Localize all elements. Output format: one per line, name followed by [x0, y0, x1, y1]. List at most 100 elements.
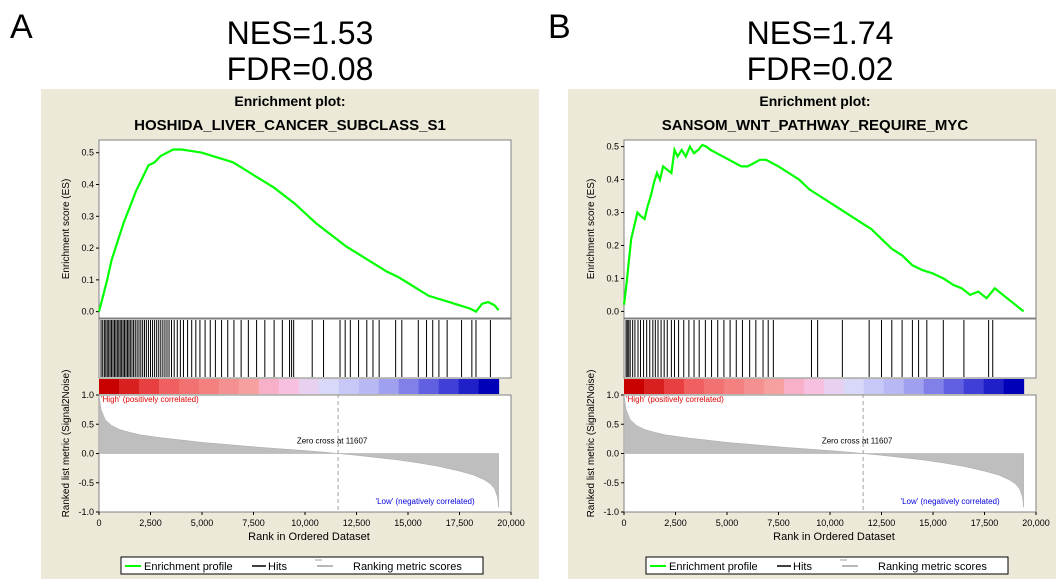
- metric-y-axis-label: Ranked list metric (Signal2Noise): [586, 370, 597, 518]
- heatmap-bar-segment: [823, 379, 845, 394]
- x-tick-label: 2,500: [664, 518, 687, 528]
- x-tick-label: 5,000: [716, 518, 739, 528]
- heatmap-bar-segment: [198, 379, 220, 394]
- heatmap-bar-segment: [843, 379, 865, 394]
- heatmap-bar-segment: [438, 379, 460, 394]
- es-y-tick-label: 0.4: [81, 180, 94, 190]
- x-tick-label: 17,500: [971, 518, 999, 528]
- metric-y-tick-label: -0.5: [603, 478, 619, 488]
- legend-ranking-label: Ranking metric scores: [878, 561, 987, 573]
- es-y-tick-label: 0.3: [606, 208, 619, 218]
- es-y-axis-label: Enrichment score (ES): [61, 179, 72, 280]
- heatmap-bar-segment: [138, 379, 160, 394]
- heatmap-bar-segment: [683, 379, 705, 394]
- heatmap-bar-segment: [803, 379, 825, 394]
- x-tick-label: 5,000: [191, 518, 214, 528]
- es-y-tick-label: 0.1: [606, 273, 619, 283]
- metric-y-tick-label: -1.0: [78, 507, 94, 517]
- es-y-tick-label: 0.3: [81, 211, 94, 221]
- x-axis-label: Rank in Ordered Dataset: [248, 531, 370, 543]
- x-tick-label: 12,500: [868, 518, 896, 528]
- heatmap-bar-segment: [99, 379, 120, 394]
- heatmap-bar-segment: [218, 379, 240, 394]
- metric-y-tick-label: 1.0: [81, 390, 94, 400]
- high-correlation-label: 'High' (positively correlated): [626, 395, 724, 404]
- metric-y-tick-label: -0.5: [78, 478, 94, 488]
- es-y-tick-label: 0.2: [606, 240, 619, 250]
- heatmap-bar-segment: [763, 379, 785, 394]
- metric-y-tick-label: 0.5: [81, 419, 94, 429]
- x-tick-label: 12,500: [343, 518, 371, 528]
- low-correlation-label: 'Low' (negatively correlated): [901, 497, 1000, 506]
- heatmap-bar-segment: [118, 379, 140, 394]
- heatmap-bar-segment: [783, 379, 805, 394]
- x-tick-label: 15,000: [919, 518, 947, 528]
- plot-title-line1: Enrichment plot:: [234, 93, 345, 109]
- x-tick-label: 20,000: [497, 518, 525, 528]
- plot-title-line2: HOSHIDA_LIVER_CANCER_SUBCLASS_S1: [134, 117, 446, 134]
- x-tick-label: 7,500: [767, 518, 790, 528]
- x-tick-label: 15,000: [394, 518, 422, 528]
- heatmap-bar-segment: [863, 379, 885, 394]
- legend-box: [120, 556, 484, 575]
- hits-plot-area: [98, 318, 512, 379]
- heatmap-bar-segment: [378, 379, 400, 394]
- x-axis-label: Rank in Ordered Dataset: [773, 531, 895, 543]
- heatmap-bar-segment: [663, 379, 685, 394]
- x-tick-label: 20,000: [1022, 518, 1050, 528]
- legend-hits-label: Hits: [793, 561, 812, 573]
- heatmap-bar-segment: [478, 379, 500, 394]
- x-tick-label: 17,500: [446, 518, 474, 528]
- x-tick-label: 10,000: [291, 518, 319, 528]
- heatmap-bar-segment: [624, 379, 645, 394]
- metric-y-tick-label: 0.0: [606, 449, 619, 459]
- heatmap-bar-segment: [903, 379, 925, 394]
- heatmap-bar-segment: [178, 379, 200, 394]
- metric-y-tick-label: 0.5: [606, 419, 619, 429]
- plot-title-line1: Enrichment plot:: [759, 93, 870, 109]
- metric-y-tick-label: 1.0: [606, 390, 619, 400]
- heatmap-bar-segment: [298, 379, 320, 394]
- x-tick-label: 2,500: [139, 518, 162, 528]
- heatmap-bar-segment: [923, 379, 945, 394]
- x-tick-label: 10,000: [816, 518, 844, 528]
- es-y-tick-label: 0.4: [606, 175, 619, 185]
- metric-y-axis-label: Ranked list metric (Signal2Noise): [61, 370, 72, 518]
- metric-y-tick-label: 0.0: [81, 449, 94, 459]
- fdr-value: FDR=0.02: [747, 51, 894, 87]
- fdr-value: FDR=0.08: [227, 51, 374, 87]
- es-y-tick-label: 0.2: [81, 243, 94, 253]
- x-tick-label: 0: [96, 518, 101, 528]
- heatmap-bar-segment: [278, 379, 300, 394]
- heatmap-bar-segment: [963, 379, 985, 394]
- legend-enrichment-label: Enrichment profile: [144, 561, 233, 573]
- legend-hits-label: Hits: [268, 561, 287, 573]
- es-plot-area: [623, 139, 1037, 319]
- enrichment-profile-line: [622, 143, 1025, 313]
- nes-value: NES=1.53: [227, 15, 374, 51]
- heatmap-bar-segment: [703, 379, 725, 394]
- zero-cross-label: Zero cross at 11607: [297, 437, 368, 446]
- x-tick-label: 7,500: [242, 518, 265, 528]
- panel-letter: B: [548, 8, 571, 46]
- panel-letter: A: [10, 8, 33, 46]
- heatmap-bar-segment: [358, 379, 380, 394]
- heatmap-bar-segment: [983, 379, 1005, 394]
- heatmap-bar-segment: [1003, 379, 1025, 394]
- es-y-tick-label: 0.1: [81, 275, 94, 285]
- hits-plot-area: [623, 318, 1037, 379]
- es-y-axis-label: Enrichment score (ES): [586, 179, 597, 280]
- heatmap-bar-segment: [258, 379, 280, 394]
- x-tick-label: 0: [621, 518, 626, 528]
- ranking-metric-area: [98, 394, 499, 508]
- es-plot-area: [98, 139, 512, 319]
- heatmap-bar-segment: [743, 379, 765, 394]
- legend-box: [645, 556, 1009, 575]
- enrichment-profile-line: [97, 148, 500, 313]
- heatmap-bar-segment: [158, 379, 180, 394]
- heatmap-bar-segment: [338, 379, 360, 394]
